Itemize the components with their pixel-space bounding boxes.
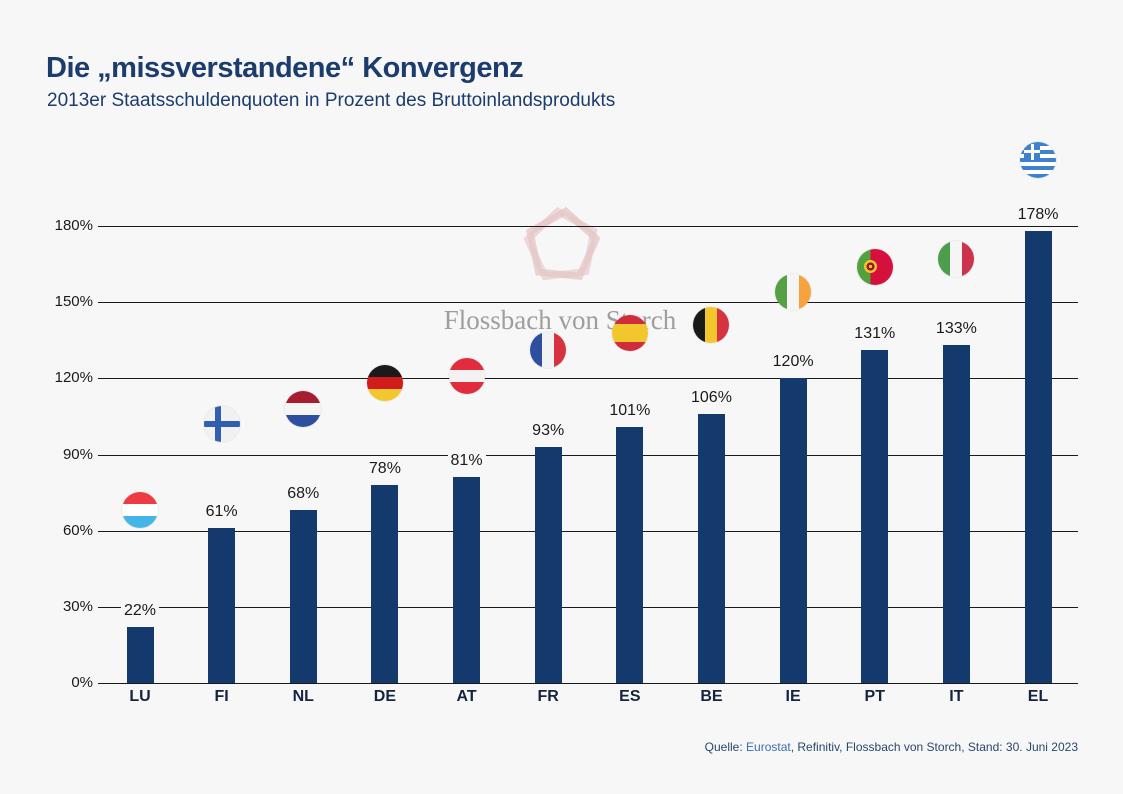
y-axis-tick-label: 180% — [54, 217, 93, 234]
flag-pt-icon — [856, 248, 893, 285]
bar-value-label-ES: 101% — [606, 400, 654, 421]
bar-BE — [697, 413, 725, 683]
flag-be-icon — [693, 307, 730, 344]
source-line: Quelle: Eurostat, Refinitiv, Flossbach v… — [705, 740, 1078, 754]
y-axis-tick-label: 120% — [54, 369, 93, 387]
flag-de-icon — [366, 365, 403, 402]
flag-it-icon — [938, 241, 975, 277]
x-axis-label-BE: BE — [700, 688, 723, 705]
flag-el-icon — [1020, 141, 1057, 178]
bar-EL — [1024, 231, 1052, 683]
bar-value-label-FI: 61% — [202, 502, 241, 523]
x-axis-label-EL: EL — [1027, 688, 1049, 705]
x-axis-label-FR: FR — [537, 688, 559, 705]
bar-value-label-PT: 131% — [851, 324, 899, 345]
flag-nl-icon — [285, 390, 322, 427]
bar-IT — [942, 345, 970, 683]
y-axis-tick-label: 0% — [71, 674, 93, 691]
source-link-eurostat[interactable]: Eurostat — [746, 740, 791, 754]
x-axis-label-IE: IE — [785, 688, 801, 705]
gridline-120% — [98, 378, 1078, 380]
flag-ie-icon — [775, 274, 812, 310]
flag-at-icon — [448, 357, 485, 394]
flag-fi-icon — [203, 406, 240, 443]
flag-es-icon — [611, 314, 648, 351]
bar-value-label-BE: 106% — [688, 387, 735, 408]
x-axis-label-ES: ES — [619, 688, 641, 705]
page-title: Die „missverstandene“ Konvergenz — [46, 52, 524, 84]
bar-PT — [861, 350, 889, 683]
gridline-90% — [98, 454, 1078, 456]
y-axis-tick-label: 150% — [54, 293, 93, 311]
bar-value-label-NL: 68% — [284, 484, 323, 505]
x-axis-label-FI: FI — [214, 688, 229, 705]
gridline-30% — [98, 606, 1078, 608]
bar-value-label-DE: 78% — [365, 458, 404, 479]
bar-value-label-IE: 120% — [769, 352, 817, 373]
bar-AT — [453, 477, 481, 683]
bar-value-label-LU: 22% — [120, 601, 160, 622]
x-axis-label-IT: IT — [949, 688, 964, 705]
flag-fr-icon — [530, 332, 567, 369]
gridline-150% — [98, 302, 1078, 304]
bar-FR — [534, 446, 562, 683]
bar-NL — [289, 510, 317, 683]
y-axis-tick-label: 60% — [62, 521, 93, 539]
page-subtitle: 2013er Staatsschuldenquoten in Prozent d… — [47, 90, 616, 111]
bar-LU — [126, 627, 154, 683]
gridline-180% — [98, 226, 1078, 227]
bar-FI — [208, 528, 236, 683]
y-axis-tick-label: 90% — [62, 445, 93, 463]
bar-ES — [616, 426, 644, 683]
y-axis-tick-label: 30% — [62, 597, 93, 615]
bar-DE — [371, 484, 399, 683]
bar-value-label-IT: 133% — [932, 319, 980, 340]
x-axis-label-DE: DE — [373, 688, 397, 705]
bar-value-label-FR: 93% — [529, 420, 568, 441]
x-axis-label-LU: LU — [129, 688, 151, 705]
flag-lu-icon — [122, 492, 158, 529]
source-label: Quelle: — [704, 740, 743, 754]
x-axis-label-PT: PT — [864, 688, 885, 705]
x-axis-label-NL: NL — [292, 688, 314, 705]
source-rest: , Refinitiv, Flossbach von Storch, Stand… — [790, 740, 1078, 754]
bar-value-label-EL: 178% — [1014, 205, 1062, 226]
x-axis-label-AT: AT — [456, 688, 477, 705]
gridline-0% — [98, 683, 1078, 684]
bar-value-label-AT: 81% — [447, 451, 486, 472]
pentagon-logo-icon — [523, 206, 601, 281]
gridline-60% — [98, 530, 1078, 532]
bar-IE — [779, 378, 807, 683]
